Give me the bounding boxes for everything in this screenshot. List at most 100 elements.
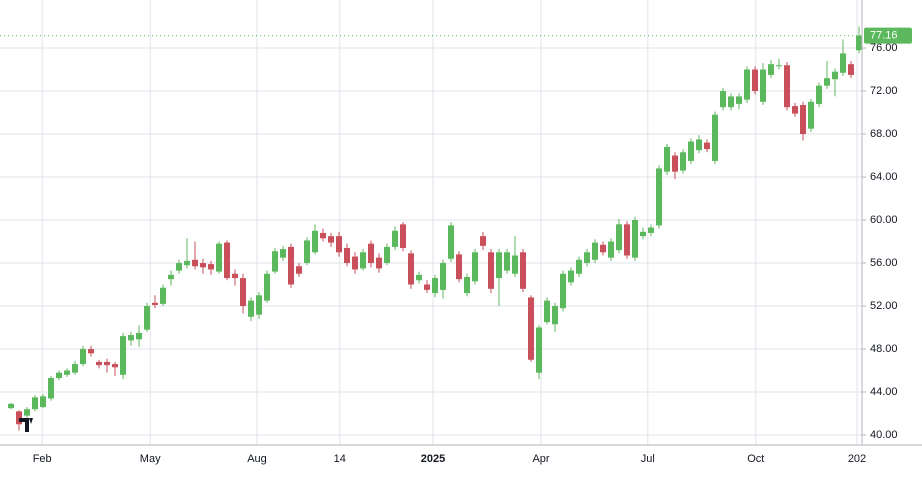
candle-body — [472, 252, 478, 282]
candle-body — [464, 276, 470, 294]
candle-body — [744, 69, 750, 100]
candle-body — [48, 378, 54, 399]
candle-body — [432, 278, 438, 294]
candle-body — [400, 224, 406, 248]
candle-body — [384, 246, 390, 264]
y-tick-label: 56.00 — [870, 257, 898, 269]
candle-body — [688, 141, 694, 161]
x-tick-label: 2025 — [421, 453, 445, 465]
candle-body — [624, 224, 630, 256]
candle-body — [152, 302, 158, 305]
candle-body — [632, 220, 638, 258]
candle-body — [488, 252, 494, 289]
candle-body — [792, 106, 798, 114]
candle-body — [120, 336, 126, 375]
candle-body — [448, 225, 454, 259]
candle-body — [200, 263, 206, 268]
candle-body — [360, 252, 366, 269]
candle-body — [584, 252, 590, 264]
candle-body — [496, 252, 502, 279]
candle-body — [592, 242, 598, 260]
candle-body — [536, 327, 542, 373]
candle-body — [416, 274, 422, 281]
axes: 40.00 44.00 48.00 52.00 56.00 60.00 64.00 68.00… — [33, 27, 912, 465]
candle-body — [24, 409, 30, 416]
candle-body — [232, 273, 238, 279]
candle-body — [568, 270, 574, 283]
y-tick-label: 68.00 — [870, 128, 898, 140]
candle-body — [600, 244, 606, 253]
candle-body — [840, 53, 846, 73]
logo — [19, 418, 33, 432]
y-tick-label: 64.00 — [870, 171, 898, 183]
candle-body — [784, 65, 790, 108]
candle-body — [616, 224, 622, 251]
candle-body — [240, 278, 246, 307]
candle-body — [728, 96, 734, 108]
candle-body — [696, 139, 702, 151]
candle-body — [136, 332, 142, 340]
y-tick-label: 76.00 — [870, 42, 898, 54]
candle-body — [704, 142, 710, 150]
candle-body — [768, 64, 774, 75]
x-tick-label: 14 — [334, 453, 346, 465]
candle-body — [352, 256, 358, 270]
last-price-box — [864, 27, 912, 44]
candle-body — [104, 361, 110, 366]
candle-body — [96, 361, 102, 366]
candle-body — [184, 260, 190, 266]
grid — [0, 0, 862, 445]
y-tick-label: 44.00 — [870, 386, 898, 398]
candle-body — [576, 259, 582, 274]
last-price-label: 77.16 — [870, 29, 898, 41]
candle-body — [560, 273, 566, 309]
candle-body — [56, 372, 62, 379]
candle-body — [336, 236, 342, 253]
candle-body — [552, 306, 558, 325]
candle-body — [280, 249, 286, 258]
candle-body — [112, 364, 118, 368]
candle-body — [144, 306, 150, 330]
candle-body — [328, 236, 334, 243]
candle-body — [760, 69, 766, 102]
candle-body — [648, 227, 654, 233]
candle-body — [440, 263, 446, 290]
candle-body — [272, 251, 278, 272]
x-tick-label: Apr — [532, 453, 549, 465]
candle-body — [296, 266, 302, 274]
candle-body — [16, 411, 22, 425]
candle-body — [128, 335, 134, 341]
candle-body — [736, 96, 742, 104]
candle-body — [376, 257, 382, 269]
x-tick-label: Oct — [747, 453, 764, 465]
y-tick-label: 72.00 — [870, 85, 898, 97]
candle-body — [544, 300, 550, 323]
candle-body — [32, 397, 38, 410]
candle-body — [520, 252, 526, 289]
x-tick-label: Jul — [641, 453, 655, 465]
x-tick-label: 202 — [848, 453, 866, 465]
candle-body — [664, 146, 670, 172]
candle-body — [832, 71, 838, 80]
candle-body — [264, 273, 270, 301]
x-tick-label: May — [140, 453, 161, 465]
candle-body — [368, 243, 374, 264]
candle-body — [408, 253, 414, 285]
y-tick-label: 60.00 — [870, 214, 898, 226]
candle-body — [304, 240, 310, 264]
candle-body — [224, 242, 230, 279]
candle-body — [752, 69, 758, 92]
candle-body — [480, 236, 486, 246]
candle-body — [80, 349, 86, 365]
candle-body — [168, 274, 174, 280]
candle-body — [208, 264, 214, 270]
y-tick-label: 40.00 — [870, 429, 898, 441]
candle-body — [808, 101, 814, 129]
candle-body — [8, 403, 14, 409]
candle-body — [504, 252, 510, 271]
candle-body — [776, 65, 782, 67]
candle-body — [72, 364, 78, 373]
x-tick-label: Feb — [33, 453, 52, 465]
